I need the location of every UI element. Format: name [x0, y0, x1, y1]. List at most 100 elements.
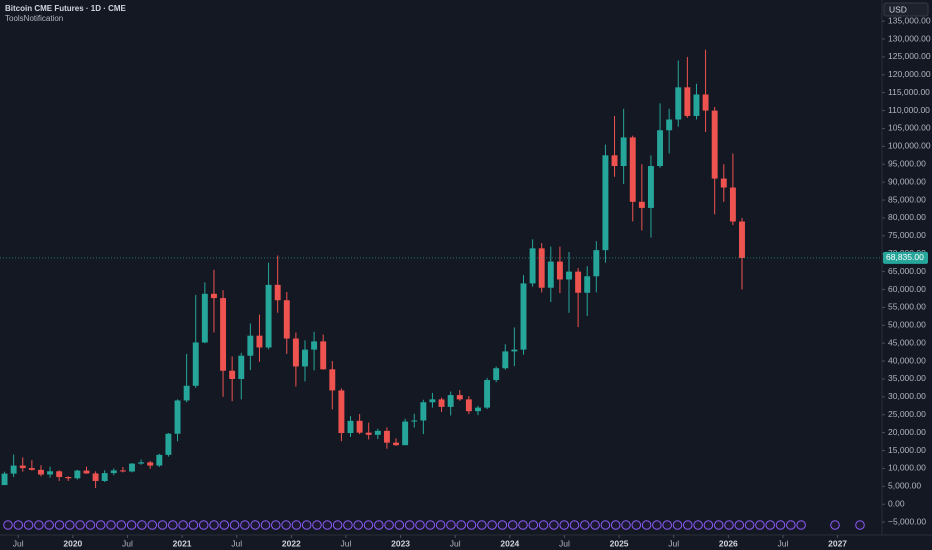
event-icon[interactable]	[322, 520, 333, 530]
candle-body	[183, 385, 190, 401]
event-icon[interactable]	[13, 520, 24, 530]
event-icon[interactable]	[116, 520, 127, 530]
event-icon[interactable]	[394, 520, 405, 530]
event-icon[interactable]	[755, 520, 765, 530]
event-icon[interactable]	[549, 520, 559, 530]
event-icon[interactable]	[855, 520, 865, 530]
event-icon[interactable]	[590, 520, 600, 530]
event-icon[interactable]	[312, 520, 322, 530]
event-icon[interactable]	[569, 520, 580, 530]
event-icon[interactable]	[384, 520, 394, 530]
candle-body	[584, 276, 591, 293]
candle-body	[338, 390, 345, 434]
event-icon[interactable]	[363, 520, 374, 530]
event-icon[interactable]	[487, 520, 497, 530]
event-icon[interactable]	[219, 520, 230, 530]
event-icon[interactable]	[580, 520, 590, 530]
event-icon[interactable]	[178, 520, 188, 530]
event-icon[interactable]	[291, 520, 302, 530]
event-icon[interactable]	[75, 520, 85, 530]
event-icon[interactable]	[188, 520, 199, 530]
event-icon[interactable]	[106, 520, 116, 530]
currency-label[interactable]: USD	[889, 4, 907, 14]
y-tick-label: 100,000.00	[888, 141, 931, 151]
event-icon[interactable]	[765, 520, 776, 530]
candle-body	[684, 87, 691, 116]
event-icon[interactable]	[631, 520, 642, 530]
event-icon[interactable]	[683, 520, 693, 530]
event-icon[interactable]	[209, 520, 219, 530]
event-icon[interactable]	[610, 520, 621, 530]
event-icon[interactable]	[250, 520, 260, 530]
event-icon[interactable]	[477, 520, 487, 530]
event-icon[interactable]	[85, 520, 96, 530]
event-icon[interactable]	[95, 520, 106, 530]
event-icon[interactable]	[528, 520, 539, 530]
event-icon[interactable]	[229, 520, 240, 530]
y-tick-label: 55,000.00	[888, 302, 926, 312]
currency-button[interactable]	[883, 2, 929, 17]
event-icon[interactable]	[652, 520, 662, 530]
y-tick-label: 115,000.00	[888, 87, 930, 97]
event-icon[interactable]	[786, 520, 796, 530]
event-icon[interactable]	[600, 520, 611, 530]
event-icon[interactable]	[3, 520, 13, 530]
event-icon[interactable]	[538, 520, 549, 530]
event-icon[interactable]	[240, 520, 250, 530]
candle-body	[1, 473, 8, 486]
event-icon[interactable]	[34, 520, 44, 530]
event-icon[interactable]	[198, 520, 209, 530]
event-icon[interactable]	[301, 520, 312, 530]
event-icon[interactable]	[168, 520, 178, 530]
candle-body	[147, 462, 154, 466]
candle-body	[638, 201, 645, 208]
event-icon[interactable]	[343, 520, 353, 530]
event-icon[interactable]	[404, 520, 415, 530]
event-icon[interactable]	[260, 520, 271, 530]
event-icon[interactable]	[830, 520, 840, 530]
event-icon[interactable]	[466, 520, 477, 530]
event-icon[interactable]	[65, 520, 75, 530]
event-icon[interactable]	[54, 520, 65, 530]
event-icon[interactable]	[415, 520, 425, 530]
event-icon[interactable]	[497, 520, 508, 530]
event-icon[interactable]	[353, 520, 364, 530]
event-icon[interactable]	[23, 520, 34, 530]
event-icon[interactable]	[559, 520, 570, 530]
event-icon[interactable]	[621, 520, 631, 530]
candle-body	[447, 395, 454, 407]
event-icon[interactable]	[641, 520, 652, 530]
candle-body	[611, 155, 618, 167]
event-icon[interactable]	[662, 520, 673, 530]
event-icon[interactable]	[157, 520, 168, 530]
event-icon[interactable]	[425, 520, 436, 530]
event-icon[interactable]	[456, 520, 467, 530]
event-icon[interactable]	[435, 520, 446, 530]
event-icon[interactable]	[507, 520, 518, 530]
event-icon[interactable]	[518, 520, 528, 530]
event-icon[interactable]	[734, 520, 745, 530]
event-icon[interactable]	[332, 520, 343, 530]
event-icon[interactable]	[724, 520, 734, 530]
candle-body	[311, 341, 318, 350]
event-icon[interactable]	[44, 520, 55, 530]
event-icon[interactable]	[137, 520, 147, 530]
event-icon[interactable]	[703, 520, 714, 530]
candle-body	[575, 271, 582, 293]
y-tick-label: 0.00	[888, 498, 905, 508]
event-icon[interactable]	[744, 520, 755, 530]
event-icon[interactable]	[281, 520, 291, 530]
event-icon[interactable]	[374, 520, 384, 530]
y-tick-label: 75,000.00	[888, 230, 926, 240]
event-icon[interactable]	[446, 520, 456, 530]
event-icon[interactable]	[147, 520, 157, 530]
event-icon[interactable]	[713, 520, 724, 530]
event-icon[interactable]	[796, 520, 806, 530]
event-icon[interactable]	[672, 520, 683, 530]
event-icon[interactable]	[126, 520, 137, 530]
event-icon[interactable]	[775, 520, 786, 530]
y-tick-label: 40,000.00	[888, 355, 926, 365]
event-icon[interactable]	[693, 520, 703, 530]
event-icon[interactable]	[271, 520, 281, 530]
x-tick-label: Jul	[559, 538, 570, 548]
